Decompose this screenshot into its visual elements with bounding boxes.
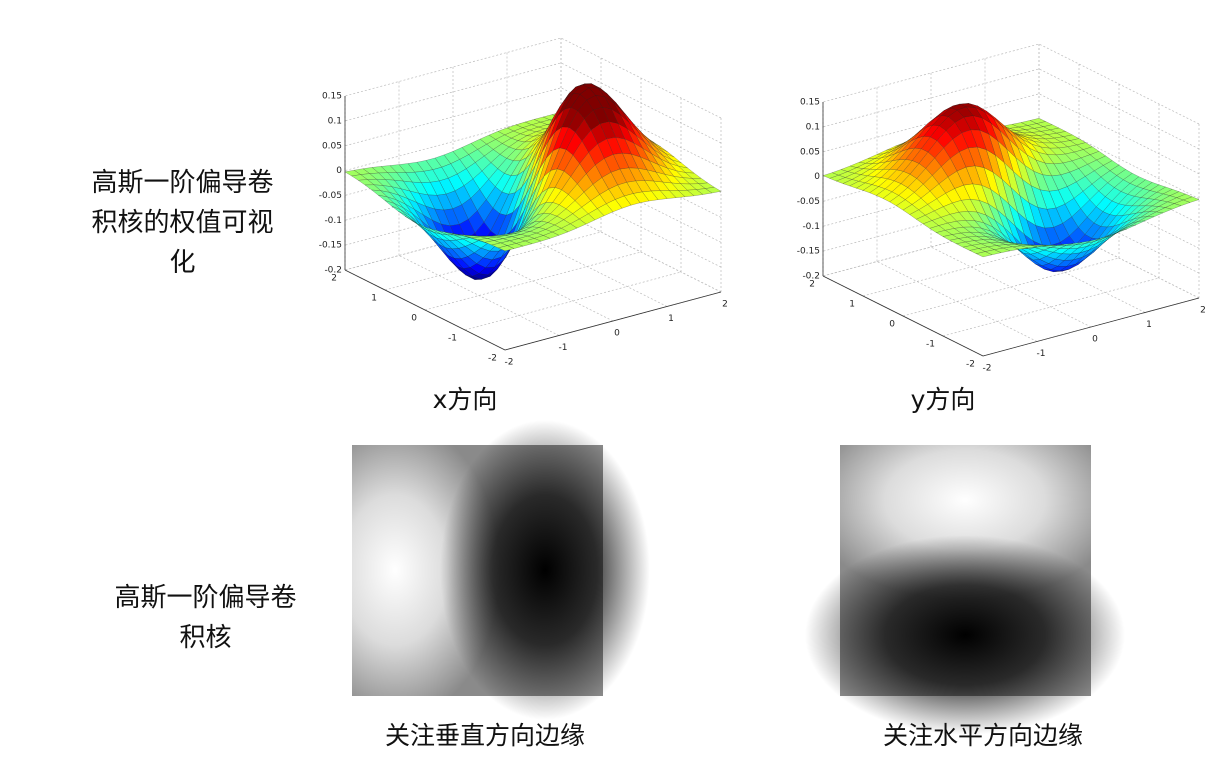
box-grid: [384, 231, 602, 291]
axis-line: [344, 269, 506, 351]
z-tick-label: 0.15: [800, 98, 820, 108]
z-tick-label: -0.05: [797, 197, 820, 207]
u-tick-label: 1: [371, 294, 377, 304]
z-tick-label: -0.2: [324, 266, 342, 276]
axis-line: [504, 291, 722, 351]
u-tick-label: -2: [488, 354, 497, 364]
v-tick-label: 1: [1146, 320, 1152, 330]
u-tick-label: 2: [331, 274, 337, 284]
surface-patch: [975, 251, 993, 258]
box-grid: [464, 271, 682, 331]
u-tick-label: -1: [926, 340, 935, 350]
v-tick-label: 0: [1092, 335, 1098, 345]
z-tick-label: 0: [336, 166, 342, 176]
box-grid: [930, 246, 1092, 328]
z-tick-label: -0.1: [802, 222, 820, 232]
plot-caption: x方向: [432, 385, 498, 414]
gray-image-vertical: [290, 420, 650, 720]
row-label: 高斯一阶偏导卷积核: [114, 583, 297, 653]
v-tick-label: -1: [1037, 349, 1046, 359]
plot-caption: y方向: [910, 385, 976, 414]
u-tick-label: 1: [849, 300, 855, 310]
v-tick-label: 2: [1200, 306, 1206, 316]
z-tick-label: -0.2: [802, 272, 820, 282]
axis-line: [822, 275, 984, 357]
surface-patch: [497, 245, 515, 252]
box-grid: [942, 277, 1160, 337]
image-caption: 关注水平方向边缘: [882, 721, 1083, 750]
z-tick-label: 0.15: [322, 92, 342, 102]
u-tick-label: -1: [448, 334, 457, 344]
box-grid: [398, 255, 560, 336]
u-tick-label: 0: [411, 314, 417, 324]
u-tick-label: 2: [809, 280, 815, 290]
v-tick-label: 2: [722, 300, 728, 310]
v-tick-label: -2: [983, 364, 992, 374]
z-tick-label: 0.1: [806, 122, 820, 132]
u-tick-label: -2: [966, 360, 975, 370]
v-tick-label: 1: [668, 314, 674, 324]
box-grid: [424, 251, 642, 311]
v-tick-label: -1: [559, 343, 568, 353]
gray-image-horizontal: [805, 400, 1125, 735]
v-tick-label: -2: [505, 358, 514, 368]
z-tick-label: -0.15: [319, 241, 342, 251]
row-label: 高斯一阶偏导卷积核的权值可视化: [91, 168, 274, 278]
z-tick-label: 0.1: [328, 116, 342, 126]
axis-line: [982, 297, 1200, 357]
box-grid: [902, 257, 1120, 317]
z-tick-label: -0.15: [797, 247, 820, 257]
z-tick-label: 0.05: [800, 147, 820, 157]
z-tick-label: 0.05: [322, 141, 342, 151]
z-tick-label: -0.05: [319, 191, 342, 201]
z-tick-label: 0: [814, 172, 820, 182]
v-tick-label: 0: [614, 329, 620, 339]
u-tick-label: 0: [889, 320, 895, 330]
z-tick-label: -0.1: [324, 216, 342, 226]
box-grid: [862, 237, 1080, 297]
box-grid: [876, 261, 1038, 342]
image-caption: 关注垂直方向边缘: [384, 721, 585, 750]
